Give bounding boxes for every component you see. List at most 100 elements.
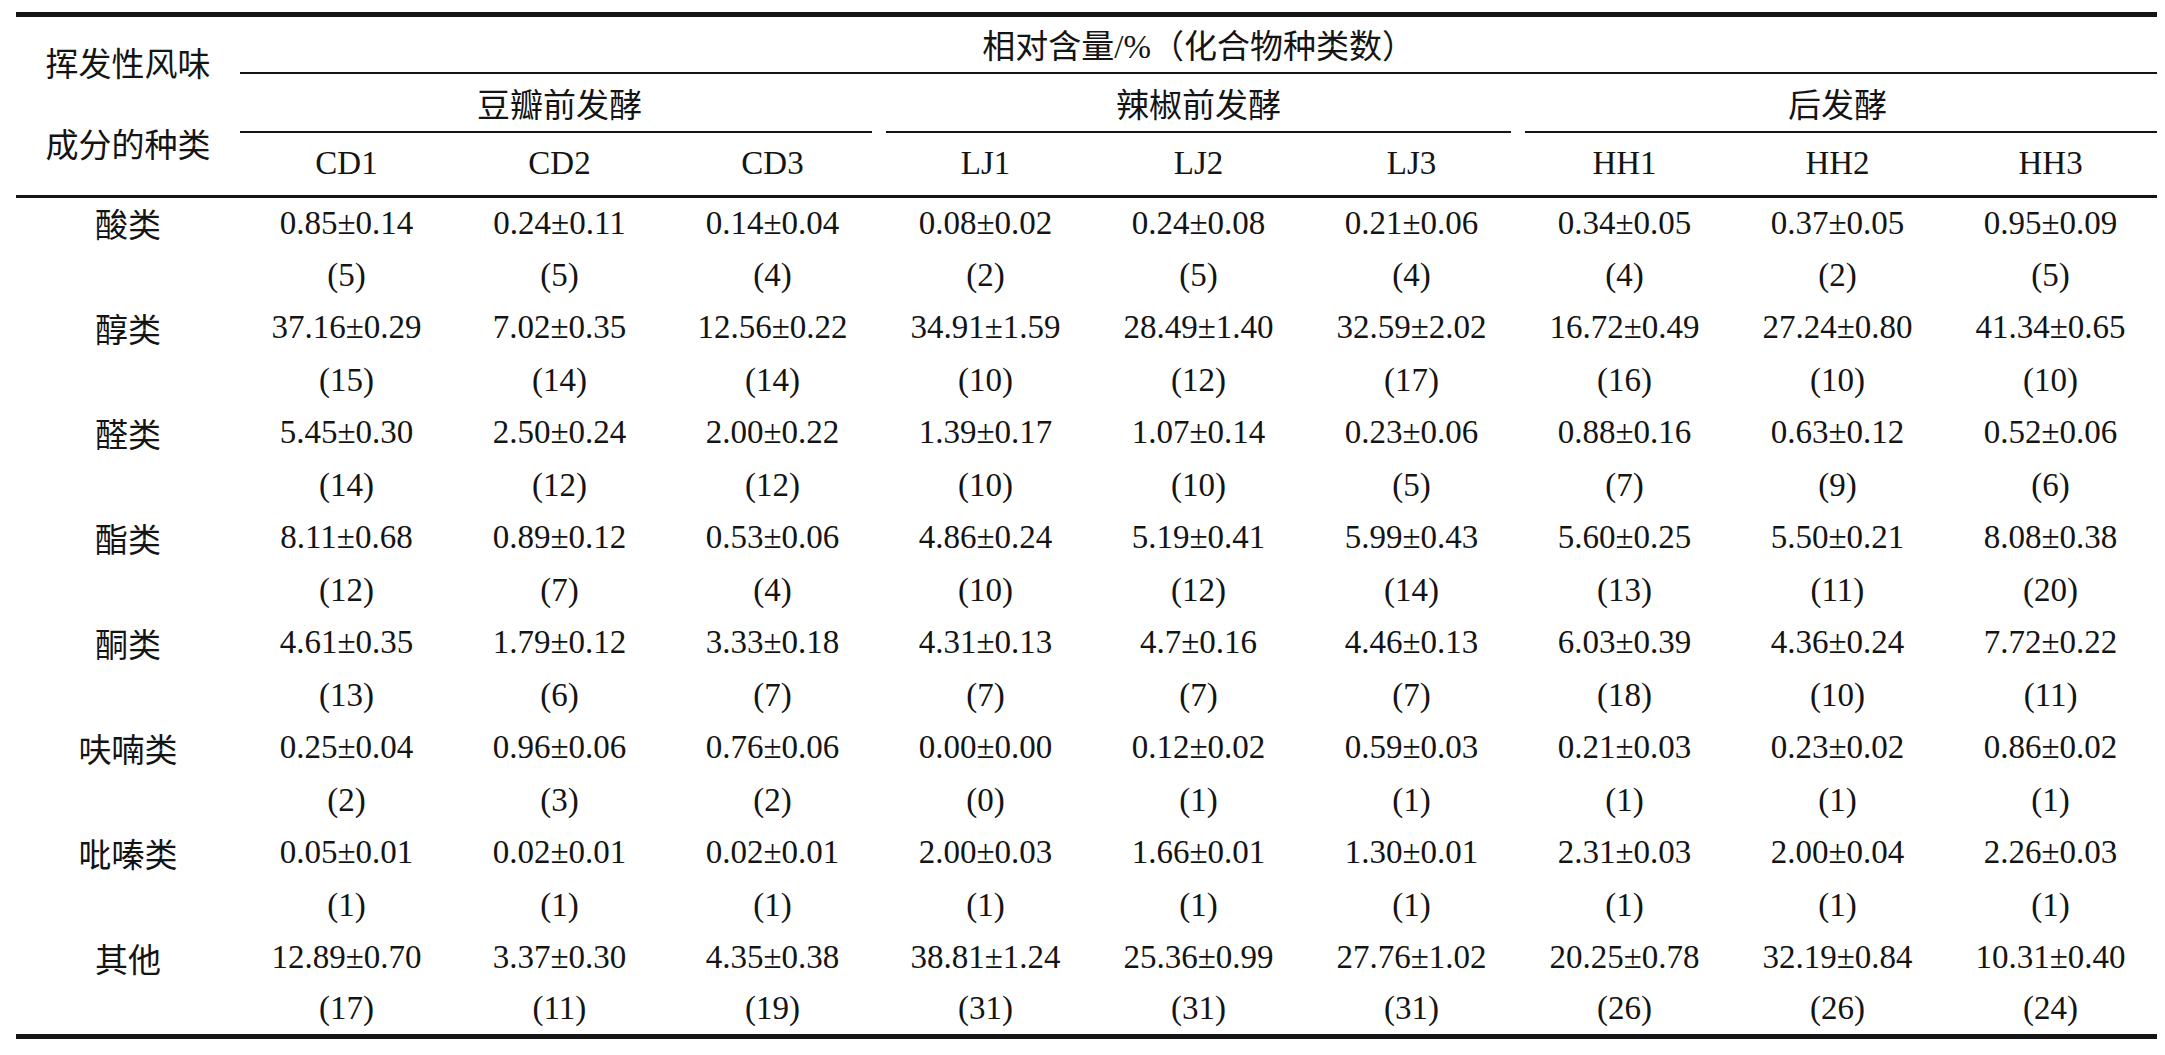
count-cell: (1) <box>1944 774 2157 827</box>
value-cell: 0.02±0.01 <box>666 827 879 879</box>
count-cell: (2) <box>879 249 1092 302</box>
value-cell: 27.24±0.80 <box>1731 302 1944 354</box>
value-cell: 0.59±0.03 <box>1305 722 1518 774</box>
value-cell: 12.56±0.22 <box>666 302 879 354</box>
category-label-empty <box>16 354 240 407</box>
value-cell: 2.00±0.04 <box>1731 827 1944 879</box>
count-row: (2)(3)(2)(0)(1)(1)(1)(1)(1) <box>16 774 2157 827</box>
value-cell: 2.50±0.24 <box>453 407 666 459</box>
value-cell: 0.76±0.06 <box>666 722 879 774</box>
count-cell: (12) <box>240 564 453 617</box>
count-cell: (1) <box>666 879 879 932</box>
count-cell: (4) <box>1518 249 1731 302</box>
column-header: CD2 <box>453 133 666 197</box>
value-cell: 0.95±0.09 <box>1944 197 2157 249</box>
count-cell: (10) <box>879 459 1092 512</box>
value-row: 醛类5.45±0.302.50±0.242.00±0.221.39±0.171.… <box>16 407 2157 459</box>
value-cell: 0.53±0.06 <box>666 512 879 564</box>
count-cell: (15) <box>240 354 453 407</box>
count-cell: (6) <box>1944 459 2157 512</box>
value-cell: 6.03±0.39 <box>1518 617 1731 669</box>
count-cell: (10) <box>879 564 1092 617</box>
stub-header: 挥发性风味 成分的种类 <box>16 15 240 197</box>
count-cell: (11) <box>1731 564 1944 617</box>
count-cell: (10) <box>1944 354 2157 407</box>
value-row: 醇类37.16±0.297.02±0.3512.56±0.2234.91±1.5… <box>16 302 2157 354</box>
value-cell: 0.63±0.12 <box>1731 407 1944 459</box>
count-cell: (17) <box>240 984 453 1037</box>
value-cell: 0.14±0.04 <box>666 197 879 249</box>
group-header: 辣椒前发酵 <box>879 73 1518 133</box>
count-cell: (10) <box>1731 669 1944 722</box>
value-cell: 1.39±0.17 <box>879 407 1092 459</box>
count-row: (5)(5)(4)(2)(5)(4)(4)(2)(5) <box>16 249 2157 302</box>
value-cell: 0.21±0.06 <box>1305 197 1518 249</box>
value-cell: 0.88±0.16 <box>1518 407 1731 459</box>
value-cell: 4.36±0.24 <box>1731 617 1944 669</box>
count-cell: (7) <box>879 669 1092 722</box>
value-cell: 25.36±0.99 <box>1092 932 1305 984</box>
stub-header-line1: 挥发性风味 <box>16 49 240 82</box>
value-cell: 0.34±0.05 <box>1518 197 1731 249</box>
value-cell: 5.50±0.21 <box>1731 512 1944 564</box>
count-cell: (4) <box>1305 249 1518 302</box>
count-cell: (31) <box>1305 984 1518 1037</box>
value-cell: 5.45±0.30 <box>240 407 453 459</box>
value-cell: 4.7±0.16 <box>1092 617 1305 669</box>
value-cell: 0.52±0.06 <box>1944 407 2157 459</box>
count-cell: (13) <box>240 669 453 722</box>
count-cell: (24) <box>1944 984 2157 1037</box>
count-row: (1)(1)(1)(1)(1)(1)(1)(1)(1) <box>16 879 2157 932</box>
category-label-empty <box>16 459 240 512</box>
count-cell: (6) <box>453 669 666 722</box>
count-row: (13)(6)(7)(7)(7)(7)(18)(10)(11) <box>16 669 2157 722</box>
column-header: LJ1 <box>879 133 1092 197</box>
category-label-empty <box>16 774 240 827</box>
count-cell: (16) <box>1518 354 1731 407</box>
value-cell: 32.19±0.84 <box>1731 932 1944 984</box>
count-cell: (13) <box>1518 564 1731 617</box>
value-cell: 28.49±1.40 <box>1092 302 1305 354</box>
value-row: 吡嗪类0.05±0.010.02±0.010.02±0.012.00±0.031… <box>16 827 2157 879</box>
value-cell: 0.23±0.06 <box>1305 407 1518 459</box>
value-cell: 0.86±0.02 <box>1944 722 2157 774</box>
value-cell: 0.85±0.14 <box>240 197 453 249</box>
count-cell: (26) <box>1518 984 1731 1037</box>
value-cell: 4.46±0.13 <box>1305 617 1518 669</box>
count-cell: (5) <box>1944 249 2157 302</box>
count-cell: (1) <box>1092 879 1305 932</box>
count-cell: (1) <box>453 879 666 932</box>
category-label: 其他 <box>16 932 240 984</box>
group-header: 后发酵 <box>1518 73 2157 133</box>
value-cell: 0.12±0.02 <box>1092 722 1305 774</box>
value-cell: 0.08±0.02 <box>879 197 1092 249</box>
value-cell: 41.34±0.65 <box>1944 302 2157 354</box>
count-cell: (5) <box>1092 249 1305 302</box>
value-cell: 0.37±0.05 <box>1731 197 1944 249</box>
count-cell: (0) <box>879 774 1092 827</box>
value-row: 呋喃类0.25±0.040.96±0.060.76±0.060.00±0.000… <box>16 722 2157 774</box>
group-header: 豆瓣前发酵 <box>240 73 879 133</box>
value-cell: 4.31±0.13 <box>879 617 1092 669</box>
value-cell: 2.00±0.03 <box>879 827 1092 879</box>
value-cell: 0.24±0.11 <box>453 197 666 249</box>
count-cell: (7) <box>1518 459 1731 512</box>
count-cell: (1) <box>1944 879 2157 932</box>
value-cell: 3.37±0.30 <box>453 932 666 984</box>
value-cell: 16.72±0.49 <box>1518 302 1731 354</box>
count-cell: (5) <box>240 249 453 302</box>
count-cell: (5) <box>1305 459 1518 512</box>
value-cell: 0.23±0.02 <box>1731 722 1944 774</box>
count-cell: (18) <box>1518 669 1731 722</box>
count-cell: (9) <box>1731 459 1944 512</box>
count-row: (14)(12)(12)(10)(10)(5)(7)(9)(6) <box>16 459 2157 512</box>
count-cell: (19) <box>666 984 879 1037</box>
value-cell: 0.00±0.00 <box>879 722 1092 774</box>
column-header: LJ3 <box>1305 133 1518 197</box>
value-cell: 1.30±0.01 <box>1305 827 1518 879</box>
column-header: HH2 <box>1731 133 1944 197</box>
category-label-empty <box>16 249 240 302</box>
value-cell: 34.91±1.59 <box>879 302 1092 354</box>
count-cell: (31) <box>1092 984 1305 1037</box>
value-cell: 0.02±0.01 <box>453 827 666 879</box>
